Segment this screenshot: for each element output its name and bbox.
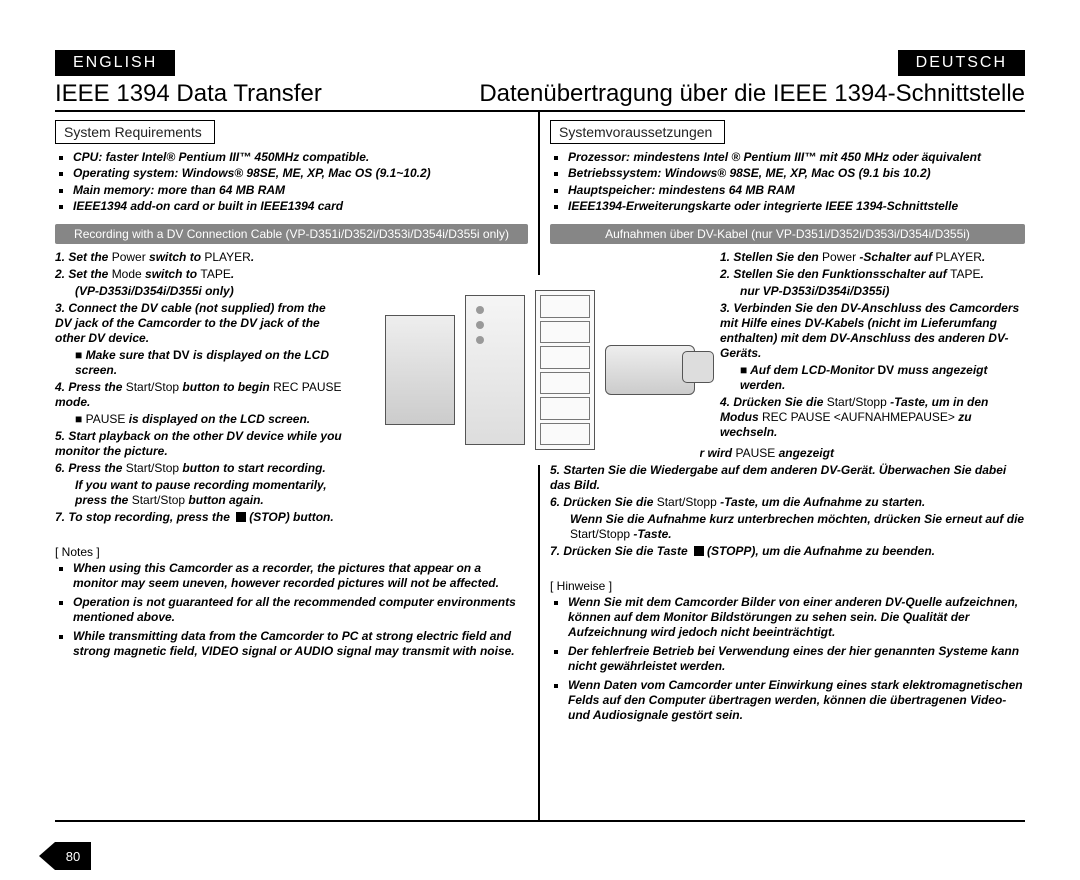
de-sysreq-heading: Systemvoraussetzungen — [550, 120, 725, 144]
list-item: Prozessor: mindestens Intel ® Pentium II… — [568, 150, 1025, 164]
monitor-icon — [385, 315, 455, 425]
en-notes-label: [ Notes ] — [55, 545, 528, 559]
list-item: Hauptspeicher: mindestens 64 MB RAM — [568, 183, 1025, 197]
dv-icon: DV — [173, 348, 190, 363]
page-number: 80 — [55, 842, 91, 870]
de-notes-label: [ Hinweise ] — [550, 579, 1025, 593]
de-recording-banner: Aufnahmen über DV-Kabel (nur VP-D351i/D3… — [550, 224, 1025, 244]
lang-tab-deutsch: DEUTSCH — [898, 50, 1025, 76]
list-item: Wenn Sie mit dem Camcorder Bilder von ei… — [568, 595, 1025, 640]
pc-tower-icon — [465, 295, 525, 445]
list-item: Operation is not guaranteed for all the … — [73, 595, 528, 625]
title-bar: IEEE 1394 Data Transfer Datenübertragung… — [55, 76, 1025, 112]
list-item: When using this Camcorder as a recorder,… — [73, 561, 528, 591]
list-item: IEEE1394 add-on card or built in IEEE139… — [73, 199, 528, 213]
title-english: IEEE 1394 Data Transfer — [55, 80, 322, 110]
en-instructions: 1. Set the Power switch to PLAYER. 2. Se… — [55, 250, 345, 525]
camcorder-icon — [605, 345, 695, 395]
list-item: Der fehlerfreie Betrieb bei Verwendung e… — [568, 644, 1025, 674]
en-sysreq-list: CPU: faster Intel® Pentium III™ 450MHz c… — [55, 150, 528, 214]
title-deutsch: Datenübertragung über die IEEE 1394-Schn… — [479, 80, 1025, 110]
list-item: IEEE1394-Erweiterungskarte oder integrie… — [568, 199, 1025, 213]
dv-icon: DV — [877, 363, 894, 378]
en-notes-list: When using this Camcorder as a recorder,… — [55, 561, 528, 659]
en-recording-banner: Recording with a DV Connection Cable (VP… — [55, 224, 528, 244]
lang-tab-english: ENGLISH — [55, 50, 175, 76]
list-item: CPU: faster Intel® Pentium III™ 450MHz c… — [73, 150, 528, 164]
io-panel-icon — [535, 290, 595, 450]
list-item: Wenn Daten vom Camcorder unter Einwirkun… — [568, 678, 1025, 723]
de-sysreq-list: Prozessor: mindestens Intel ® Pentium II… — [550, 150, 1025, 214]
de-notes-list: Wenn Sie mit dem Camcorder Bilder von ei… — [550, 595, 1025, 723]
list-item: Betriebssystem: Windows® 98SE, ME, XP, M… — [568, 166, 1025, 180]
stop-icon — [236, 512, 246, 522]
stop-icon — [694, 546, 704, 556]
list-item: While transmitting data from the Camcord… — [73, 629, 528, 659]
en-sysreq-heading: System Requirements — [55, 120, 215, 144]
list-item: Main memory: more than 64 MB RAM — [73, 183, 528, 197]
connection-diagram — [380, 275, 700, 465]
list-item: Operating system: Windows® 98SE, ME, XP,… — [73, 166, 528, 180]
